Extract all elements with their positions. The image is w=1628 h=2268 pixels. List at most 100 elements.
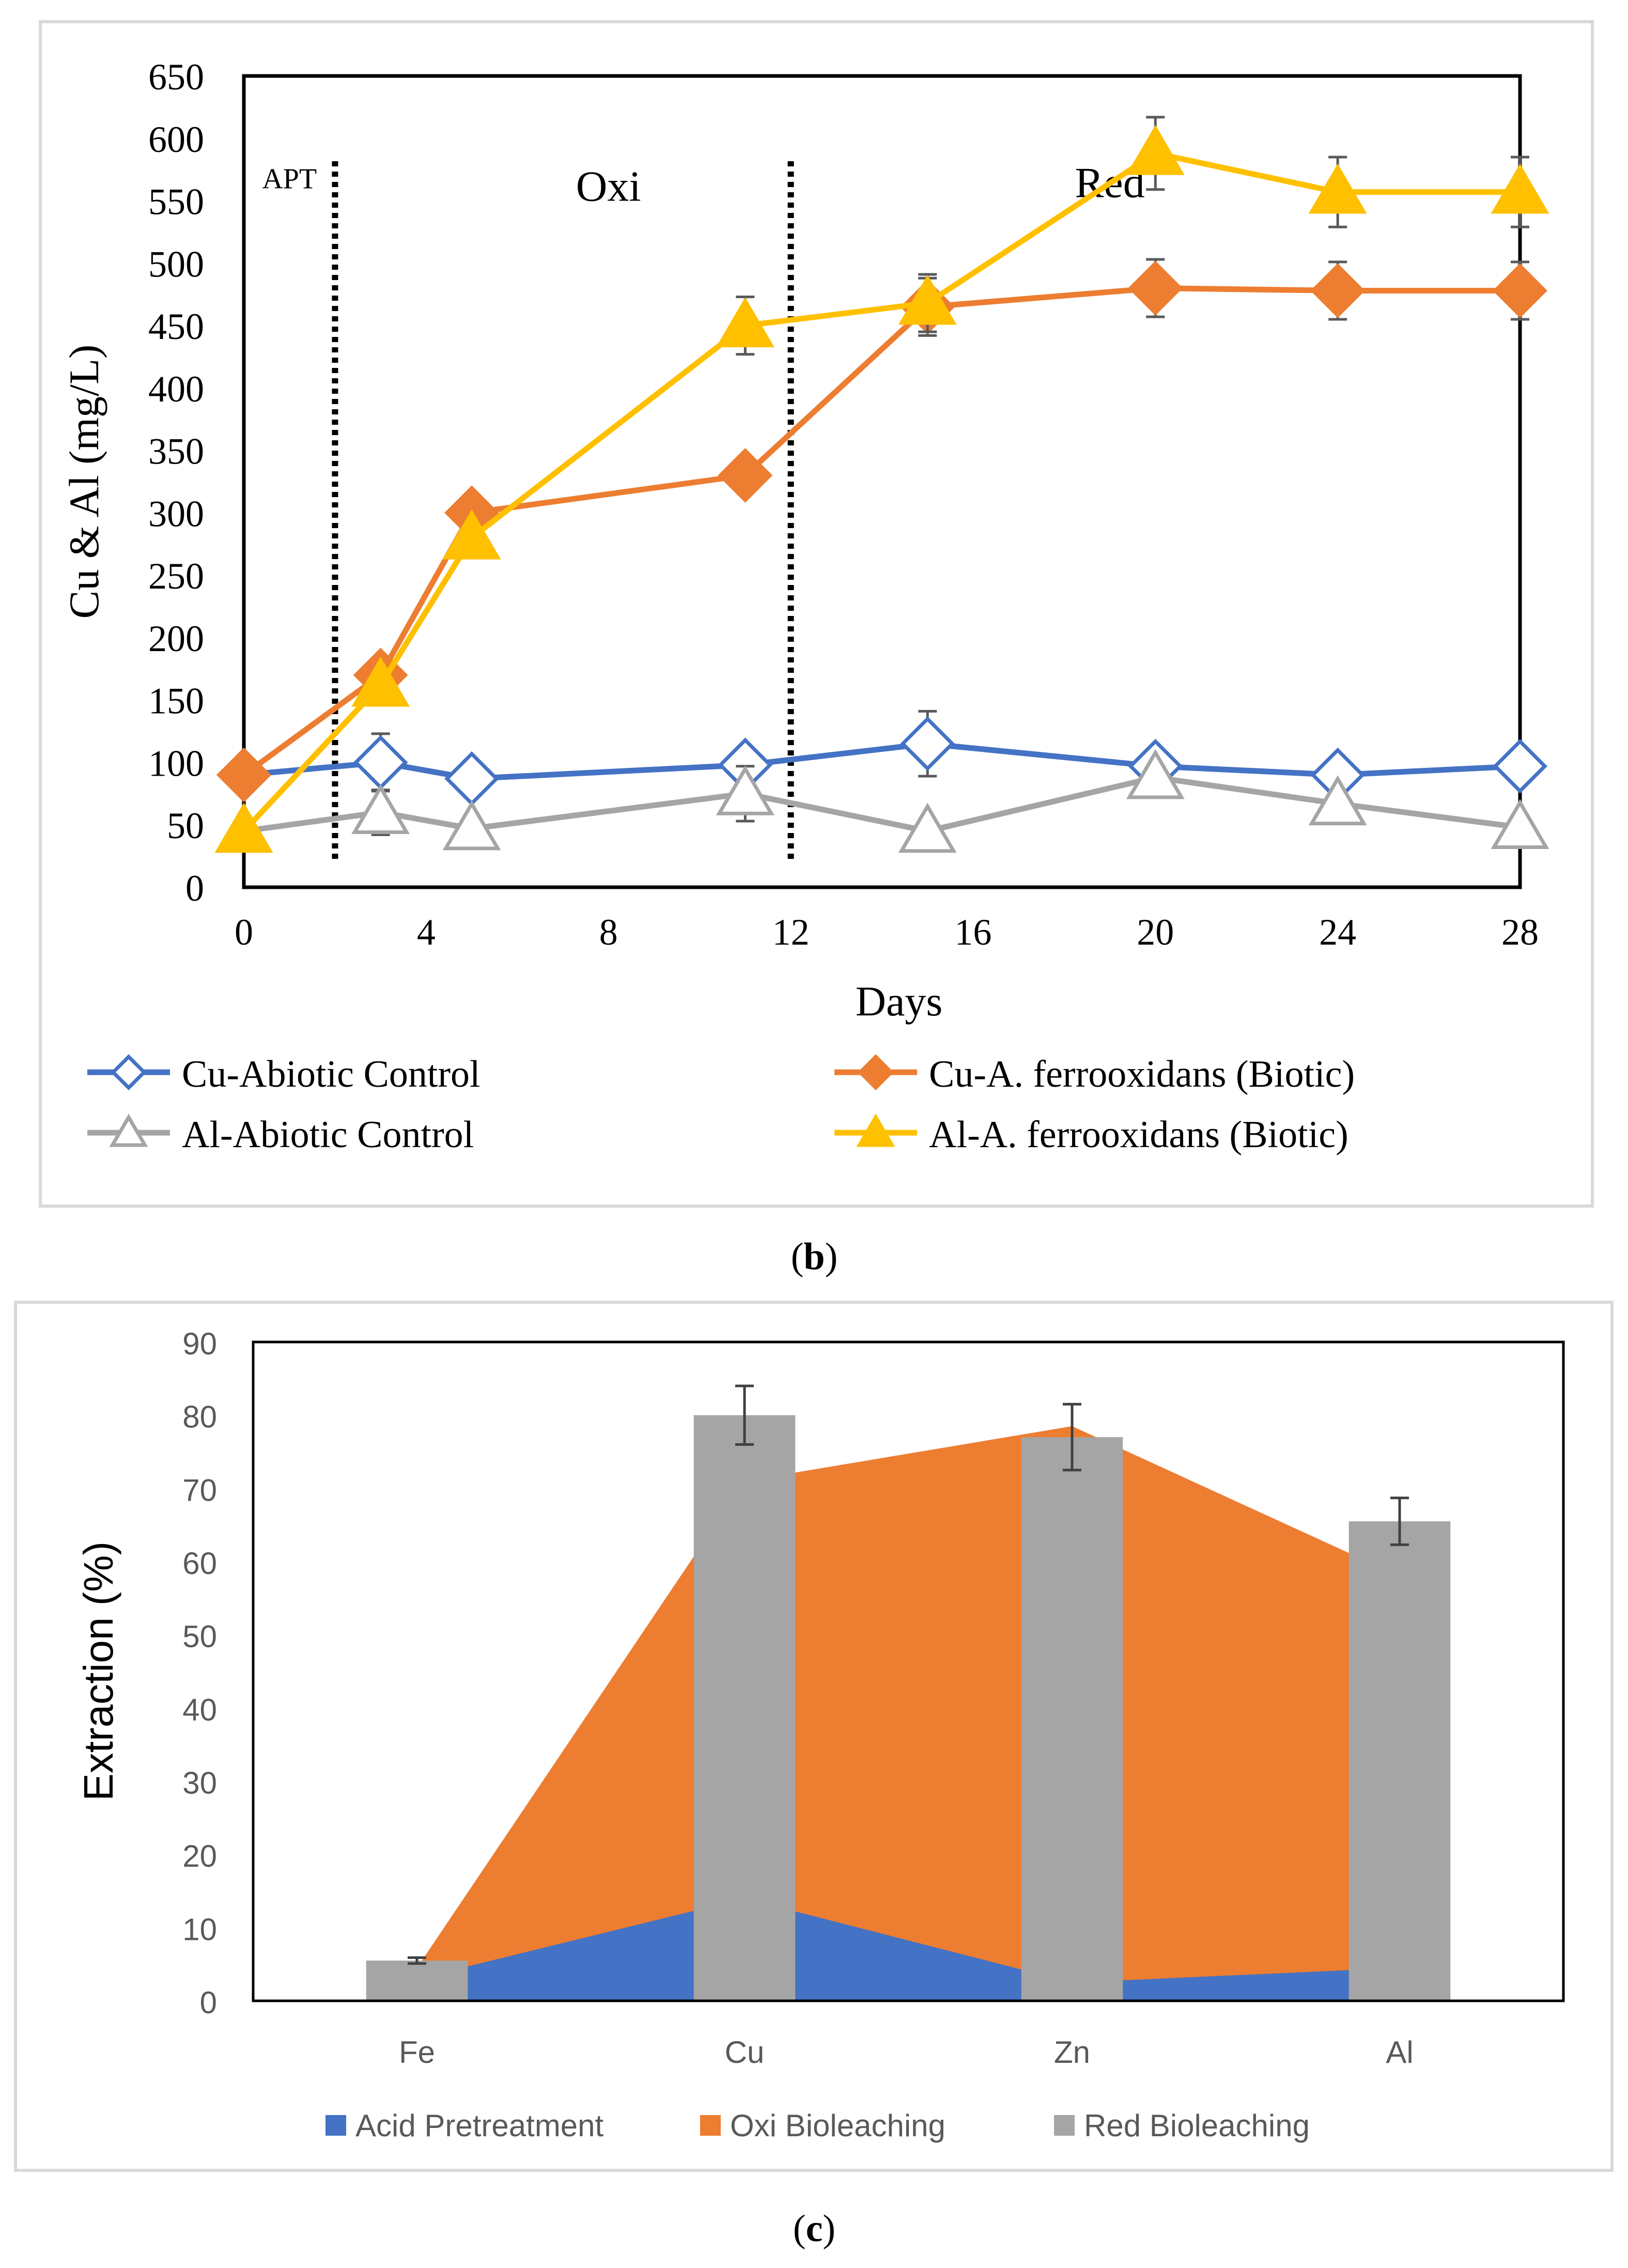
panel-b-marker-triangle (898, 803, 957, 853)
panel-c-y-tick-label: 30 (182, 1766, 217, 1800)
panel-b-x-ticks: 0 4 8 12 16 20 24 28 (235, 912, 1539, 953)
panel-b-plot-area (242, 74, 1522, 889)
panel-c-legend-item: Acid Pretreatment (325, 2108, 604, 2143)
panel-b-marker-diamond (216, 747, 271, 803)
panel-c-y-axis-label: Extraction (%) (75, 1541, 121, 1801)
panel-c-legend-label: Oxi Bioleaching (730, 2108, 945, 2143)
panel-b-legend-label: Al-Abiotic Control (182, 1114, 474, 1156)
panel-b-marker-triangle (442, 509, 501, 560)
panel-b-x-tick-label: 4 (417, 912, 436, 953)
panel-b-series-2 (214, 749, 1549, 853)
panel-b-caption-letter: b (803, 1236, 825, 1278)
panel-c: 0 10 20 30 40 50 60 70 80 90 Fe Cu Zn Al Extraction … (14, 1301, 1614, 2172)
panel-c-y-tick-label: 40 (182, 1692, 217, 1727)
panel-b-marker-triangle (351, 656, 410, 707)
panel-b-marker-diamond (718, 448, 773, 503)
panel-c-area-acid-pretreatment (417, 1898, 1400, 2001)
panel-c-bar-red-bioleaching (693, 1415, 796, 2001)
panel-b: 050100150200250300350400450500550600650 … (39, 20, 1594, 1208)
panel-b-marker-diamond (1128, 260, 1183, 316)
panel-b-phase-dividers (332, 161, 794, 860)
panel-c-legend-label: Acid Pretreatment (355, 2108, 604, 2143)
panel-c-y-tick-label: 80 (182, 1400, 217, 1434)
panel-c-area-oxi-bioleaching (417, 1426, 1400, 2001)
panel-c-categories: Fe Cu Zn Al (399, 2035, 1414, 2070)
panel-c-bars (366, 1384, 1451, 2001)
panel-b-legend: Cu-Abiotic Control Cu-A. ferrooxidans (Bi… (87, 1053, 1355, 1156)
panel-c-y-tick-label: 0 (200, 1985, 217, 2020)
panel-b-y-tick-label: 150 (148, 681, 204, 722)
panel-b-legend-item: Al-A. ferrooxidans (Biotic) (834, 1114, 1348, 1156)
panel-b-y-tick-label: 400 (148, 368, 204, 410)
panel-b-marker-diamond (1493, 263, 1547, 318)
panel-b-x-tick-label: 16 (954, 912, 991, 953)
panel-b-y-tick-label: 300 (148, 493, 204, 534)
panel-c-y-tick-label: 10 (182, 1912, 217, 1947)
panel-b-legend-label: Al-A. ferrooxidans (Biotic) (929, 1114, 1348, 1156)
panel-b-marker-triangle (1308, 163, 1367, 214)
panel-b-marker-triangle (716, 297, 774, 347)
panel-c-y-tick-label: 60 (182, 1546, 217, 1581)
panel-b-x-tick-label: 20 (1137, 912, 1174, 953)
panel-c-plot-border (252, 1340, 1565, 2002)
panel-b-x-tick-label: 24 (1319, 912, 1356, 953)
panel-b-series-3 (214, 116, 1549, 853)
panel-c-legend-swatch (700, 2115, 721, 2136)
panel-b-caption-close: ) (825, 1236, 838, 1278)
panel-b-marker-triangle (351, 784, 410, 834)
panel-c-y-ticks: 0 10 20 30 40 50 60 70 80 90 (182, 1326, 217, 2020)
panel-b-y-tick-label: 500 (148, 243, 204, 285)
panel-b-marker-triangle (898, 274, 957, 325)
panel-b-y-tick-label: 350 (148, 431, 204, 472)
panel-b-annotation: Oxi (576, 163, 641, 211)
panel-c-category-label: Cu (725, 2035, 765, 2070)
panel-b-marker-triangle (1126, 125, 1185, 175)
panel-b-series-line (242, 285, 1520, 778)
panel-b-legend-item: Cu-A. ferrooxidans (Biotic) (834, 1053, 1355, 1096)
panel-b-marker-triangle (1308, 775, 1367, 826)
panel-b-marker-triangle (1491, 799, 1549, 849)
panel-b-frame (39, 20, 1594, 1208)
panel-c-y-tick-label: 50 (182, 1619, 217, 1654)
panel-c-legend-label: Red Bioleaching (1084, 2108, 1310, 2143)
panel-c-category-label: Zn (1054, 2035, 1090, 2070)
panel-b-y-tick-label: 50 (167, 805, 204, 846)
panel-b-x-tick-label: 0 (235, 912, 253, 953)
panel-b-x-axis-label: Days (856, 978, 943, 1025)
panel-b-y-axis-label: Cu & Al (mg/L) (60, 345, 107, 619)
panel-c-category-label: Fe (399, 2035, 435, 2070)
panel-b-marker-triangle (856, 1114, 895, 1147)
panel-c-caption: (c) (793, 2208, 835, 2250)
panel-b-y-tick-label: 0 (185, 868, 204, 909)
panel-b-marker-triangle (214, 803, 273, 853)
panel-b-legend-label: Cu-A. ferrooxidans (Biotic) (929, 1053, 1355, 1096)
panel-b-marker-triangle (1126, 749, 1185, 799)
panel-c-legend-item: Red Bioleaching (1054, 2108, 1310, 2143)
panel-b-marker-diamond (1310, 263, 1366, 318)
panel-b-marker-diamond (1493, 738, 1547, 794)
panel-b-legend-label: Cu-Abiotic Control (182, 1053, 480, 1096)
panel-b-y-ticks: 0 50 100 150 200 250 300 350 400 450 500 550 600 650 (148, 56, 204, 909)
panel-c-caption-letter: c (806, 2208, 823, 2250)
panel-c-caption-close: ) (823, 2208, 835, 2250)
panel-b-x-tick-label: 8 (599, 912, 618, 953)
panel-b-y-tick-label: 250 (148, 556, 204, 597)
panel-c-y-tick-label: 90 (182, 1326, 217, 1361)
panel-b-y-tick-label: 450 (148, 306, 204, 347)
panel-c-areas (417, 1426, 1400, 2001)
panel-b-marker-diamond (858, 1054, 894, 1090)
panel-c-bar-red-bioleaching (1348, 1521, 1451, 2001)
panel-b-marker-diamond (111, 1054, 147, 1090)
panel-b-y-tick-label: 650 (148, 56, 204, 98)
panel-b-marker-diamond (900, 716, 955, 772)
panel-c-bar-red-bioleaching (1021, 1437, 1123, 2001)
panel-c-y-tick-label: 70 (182, 1473, 217, 1507)
panel-b-y-tick-label: 550 (148, 181, 204, 223)
panel-b-caption: (b) (791, 1236, 838, 1278)
panel-b-x-tick-label: 12 (772, 912, 810, 953)
panel-b-x-tick-label: 28 (1501, 912, 1539, 953)
panel-c-legend-item: Oxi Bioleaching (700, 2108, 945, 2143)
panel-b-y-tick-label: 200 (148, 618, 204, 659)
panel-b-series (214, 116, 1549, 853)
